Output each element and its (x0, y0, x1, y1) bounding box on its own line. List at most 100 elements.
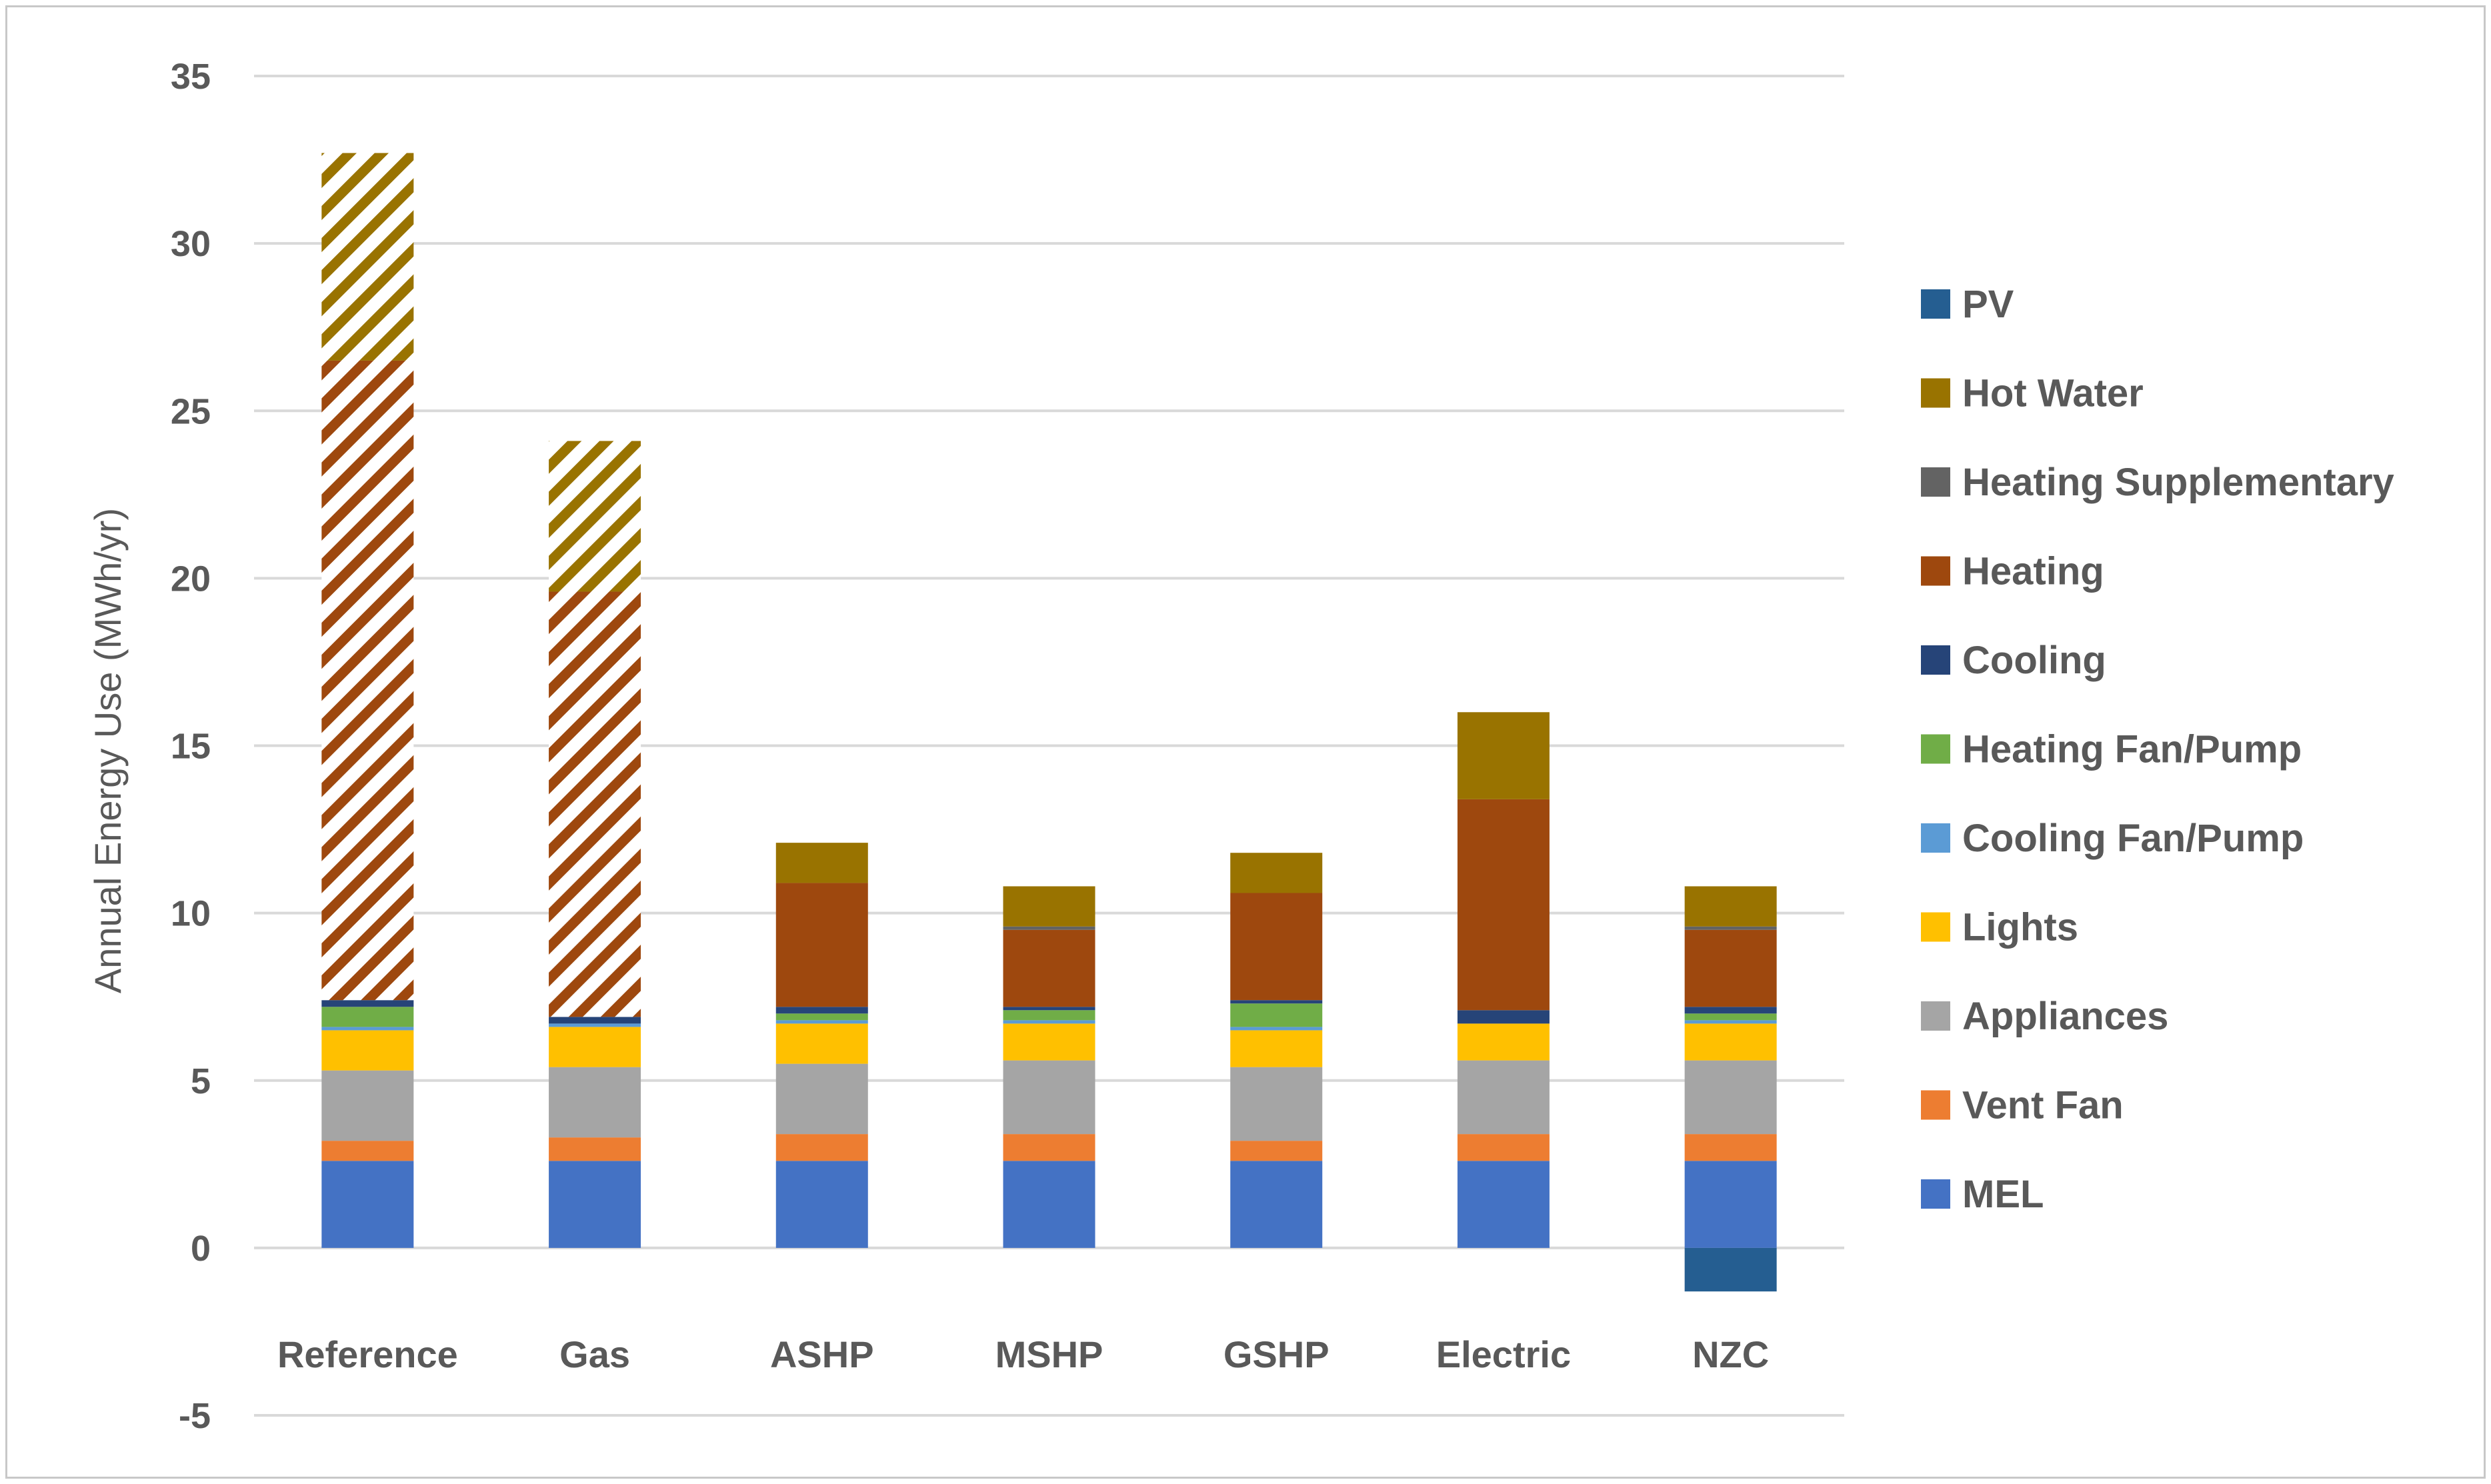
legend-item-appliances: Appliances (1921, 995, 2168, 1038)
bar-gas-mel (549, 1161, 641, 1248)
bar-nzc-cooling-fan-pump (1684, 1020, 1777, 1024)
bar-gshp-vent-fan (1230, 1141, 1323, 1161)
bar-reference-lights (321, 1030, 414, 1071)
bar-gshp-appliances (1230, 1067, 1323, 1141)
x-category-label: GSHP (1223, 1333, 1330, 1375)
legend-swatch (1921, 1179, 1950, 1209)
legend-item-heating-supplementary: Heating Supplementary (1921, 461, 2394, 504)
x-category-label: Gas (559, 1333, 630, 1375)
legend-label: Lights (1962, 906, 2078, 949)
bar-gas-cooling-fan-pump (549, 1023, 641, 1027)
bar-mshp-appliances (1003, 1060, 1095, 1135)
bar-gas-appliances (549, 1067, 641, 1138)
x-category-label: Reference (277, 1333, 458, 1375)
bar-gas-lights (549, 1027, 641, 1067)
x-axis-categories: Reference Gas ASHP MSHP GSHP Electric NZC (277, 1333, 1769, 1375)
legend-item-heating: Heating (1921, 550, 2104, 593)
x-category-label: ASHP (770, 1333, 874, 1375)
legend-label: MEL (1962, 1173, 2044, 1216)
bar-ashp-heating-fan-pump (775, 1013, 868, 1021)
legend-item-hot-water: Hot Water (1921, 372, 2144, 415)
bar-nzc-mel (1684, 1161, 1777, 1248)
legend-label: PV (1962, 283, 2014, 326)
legend: PV Hot Water Heating Supplementary Heating C… (1921, 283, 2394, 1216)
legend-item-lights: Lights (1921, 906, 2078, 949)
bar-electric-mel (1457, 1161, 1550, 1248)
bar-ashp-heating (775, 883, 868, 1007)
bar-gshp-hot-water (1230, 853, 1323, 893)
bar-electric-vent-fan (1457, 1134, 1550, 1161)
legend-swatch (1921, 1090, 1950, 1120)
chart-frame: 35 30 25 20 15 10 5 0 -5 Reference Gas ASHP MSHP GSH… (5, 5, 2486, 1479)
bar-mshp-heating (1003, 929, 1095, 1007)
y-axis-title: Annual Energy Use (MWh/yr) (87, 508, 129, 993)
bar-ashp-vent-fan (775, 1134, 868, 1161)
bar-reference-heating (321, 360, 414, 1001)
bar-electric-heating (1457, 799, 1550, 1011)
bar-ashp-hot-water (775, 843, 868, 883)
legend-label: Hot Water (1962, 372, 2144, 415)
bar-gas-hot-water (549, 441, 641, 592)
bar-nzc-vent-fan (1684, 1134, 1777, 1161)
bar-mshp-lights (1003, 1023, 1095, 1061)
y-tick-label: 5 (191, 1061, 211, 1101)
bar-ashp-cooling-fan-pump (775, 1020, 868, 1024)
bar-nzc-hot-water (1684, 886, 1777, 927)
legend-label: Cooling Fan/Pump (1962, 817, 2304, 860)
bar-mshp-heating-supplementary (1003, 926, 1095, 930)
legend-item-heating-fan-pump: Heating Fan/Pump (1921, 728, 2302, 771)
bar-gshp-mel (1230, 1161, 1323, 1248)
legend-item-pv: PV (1921, 283, 2014, 326)
bar-reference-cooling (321, 1000, 414, 1007)
bar-ashp-mel (775, 1161, 868, 1248)
bar-nzc-lights (1684, 1023, 1777, 1061)
y-tick-label: 30 (171, 224, 211, 264)
bar-ashp-appliances (775, 1063, 868, 1135)
legend-swatch (1921, 289, 1950, 319)
legend-label: Vent Fan (1962, 1084, 2124, 1127)
bar-gshp-cooling-fan-pump (1230, 1027, 1323, 1031)
legend-swatch (1921, 1001, 1950, 1031)
bar-nzc-appliances (1684, 1060, 1777, 1135)
bar-reference-heating-fan-pump (321, 1007, 414, 1027)
y-axis-ticks: 35 30 25 20 15 10 5 0 -5 (171, 57, 211, 1436)
legend-item-cooling-fan-pump: Cooling Fan/Pump (1921, 817, 2304, 860)
legend-label: Cooling (1962, 639, 2106, 682)
bar-electric-lights (1457, 1023, 1550, 1061)
legend-label: Appliances (1962, 995, 2168, 1038)
bar-gshp-heating (1230, 893, 1323, 1001)
bar-electric-cooling (1457, 1010, 1550, 1024)
legend-swatch (1921, 467, 1950, 497)
bars (321, 153, 1777, 1292)
bar-gshp-cooling (1230, 1000, 1323, 1004)
bar-mshp-heating-fan-pump (1003, 1010, 1095, 1021)
y-tick-label: 35 (171, 57, 211, 97)
bar-reference-appliances (321, 1070, 414, 1141)
y-tick-label: 15 (171, 727, 211, 767)
bar-mshp-cooling (1003, 1007, 1095, 1011)
bar-ashp-lights (775, 1023, 868, 1064)
bar-reference-hot-water (321, 153, 414, 361)
y-tick-label: 0 (191, 1229, 211, 1269)
bar-nzc-pv (1684, 1247, 1777, 1292)
legend-swatch (1921, 734, 1950, 764)
x-category-label: MSHP (995, 1333, 1103, 1375)
bar-gshp-lights (1230, 1030, 1323, 1067)
legend-item-cooling: Cooling (1921, 639, 2106, 682)
bar-mshp-vent-fan (1003, 1134, 1095, 1161)
bar-nzc-heating (1684, 929, 1777, 1007)
bar-mshp-mel (1003, 1161, 1095, 1248)
bar-reference-mel (321, 1161, 414, 1248)
legend-swatch (1921, 912, 1950, 942)
legend-label: Heating Supplementary (1962, 461, 2394, 504)
legend-swatch (1921, 556, 1950, 586)
x-category-label: Electric (1436, 1333, 1571, 1375)
bar-nzc-heating-fan-pump (1684, 1013, 1777, 1021)
legend-label: Heating (1962, 550, 2104, 593)
y-tick-label: -5 (179, 1396, 211, 1436)
y-tick-label: 20 (171, 559, 211, 599)
bar-nzc-cooling (1684, 1007, 1777, 1014)
legend-item-mel: MEL (1921, 1173, 2044, 1216)
bar-nzc-heating-supplementary (1684, 926, 1777, 930)
bar-gshp-heating-fan-pump (1230, 1003, 1323, 1027)
